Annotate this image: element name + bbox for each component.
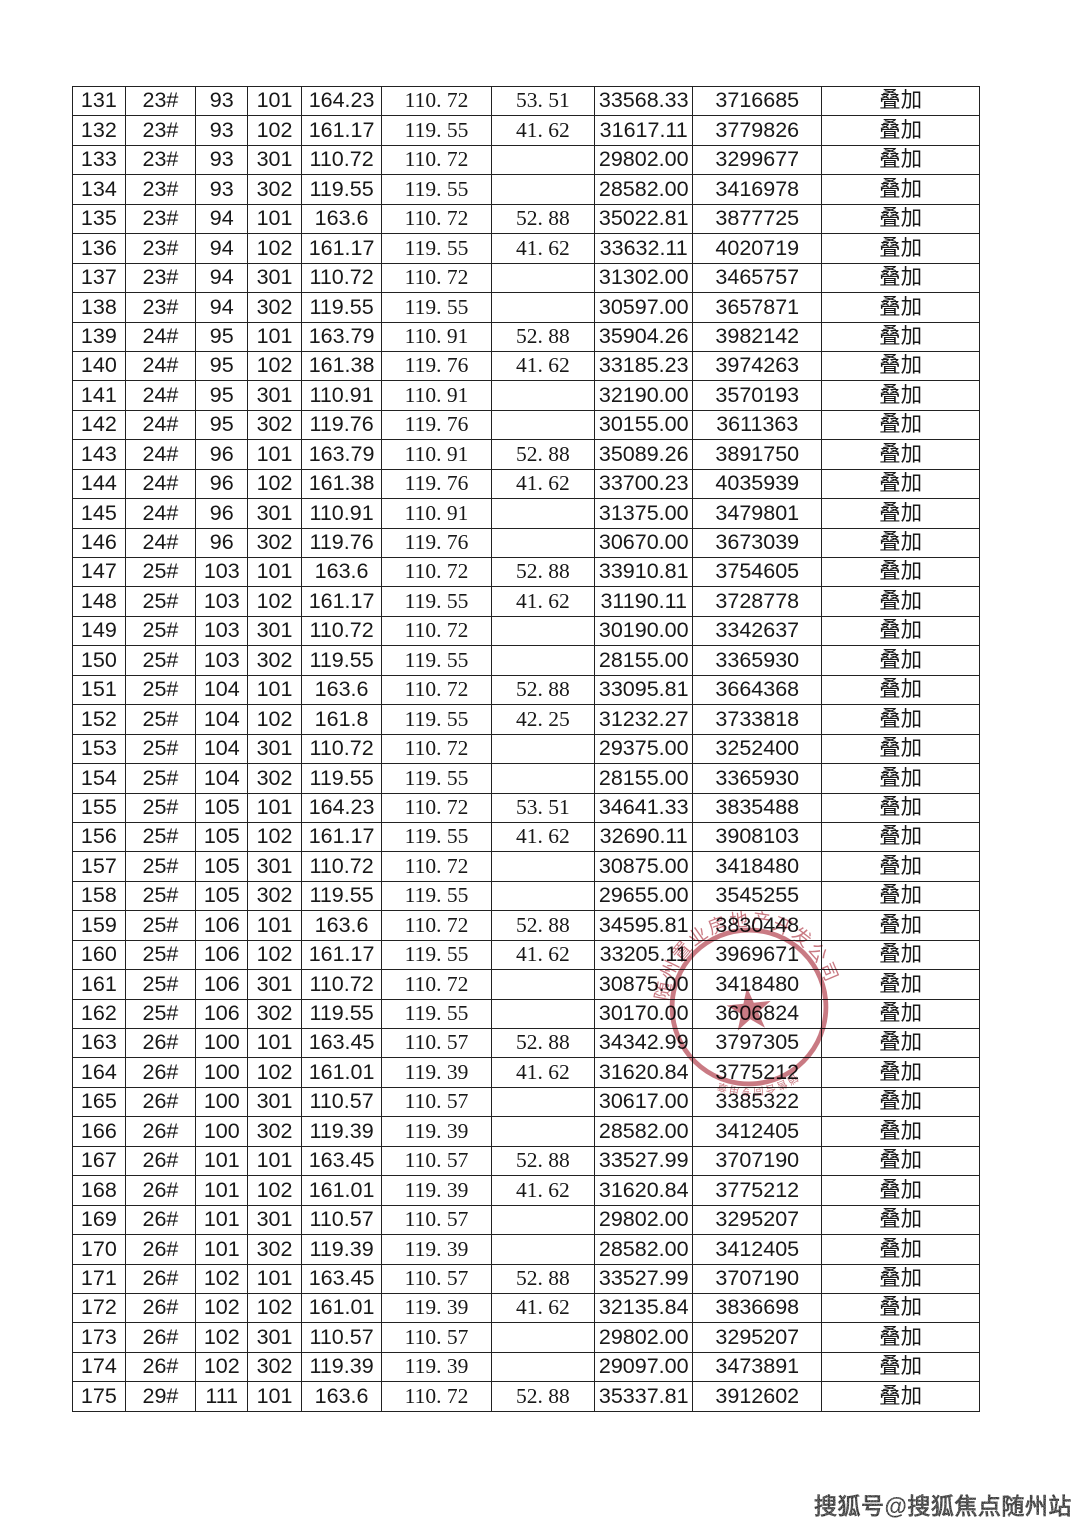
svg-text:搜狐号@搜狐焦点随州站: 搜狐号@搜狐焦点随州站 xyxy=(814,1493,1072,1519)
svg-text:销售合同专用章: 销售合同专用章 xyxy=(713,1071,802,1102)
svg-text:随州置业房地产开发公司: 随州置业房地产开发公司 xyxy=(643,899,844,1004)
